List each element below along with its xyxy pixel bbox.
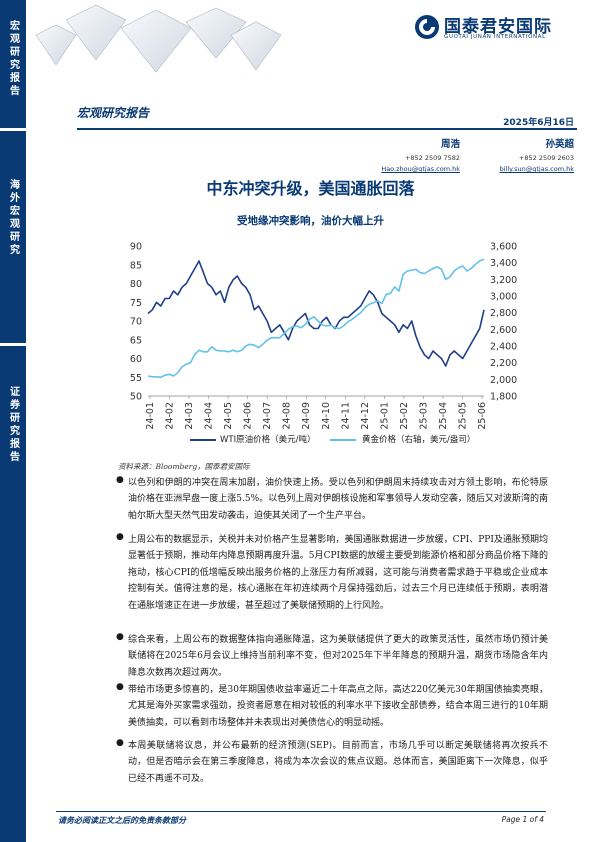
x-tick-label: 24-04 [204,402,215,430]
author-name: 孙英超 [545,139,574,150]
chart-source: 资料来源：Bloomberg，国泰君安国际 [118,462,250,471]
x-tick-label: 24-05 [223,402,234,430]
company-logo: 国泰君安国际 GUOTAI JUNAN INTERNATIONAL [414,12,584,52]
x-tick-label: 24-06 [243,402,254,430]
series-line-wti [147,260,485,367]
y-left-tick-label: 70 [130,317,142,328]
bullet-dot-icon: ● [116,738,124,748]
author-email-link[interactable]: billy.sun@gtjas.com.hk [499,165,574,173]
oil-gold-line-chart: 90 85 80 75 70 65 60 55 50 3,600 3,400 3,200 3,000 2,… [130,242,517,430]
y-right-tick-label: 2,200 [490,358,517,369]
author-name: 周浩 [440,139,460,150]
chart-title: 受地缘冲突影响，油价大幅上升 [237,215,384,227]
bullet-text: 上周公布的数据显示，关税并未对价格产生显著影响，美国通胀数据进一步放缓，CPI、… [128,535,548,611]
sidebar-section-overseas: 海外宏观研究 [0,131,26,343]
x-tick-label: 24-11 [340,402,351,430]
sidebar-section-securities: 证券研究报告 [0,346,26,842]
y-right-tick-label: 3,600 [490,242,517,253]
y-left-tick-label: 60 [130,354,142,365]
footer-disclaimer: 请务必阅读正文之后的免责条款部分 [58,815,186,825]
bullet-item: ● 本周美联储将议息，并公布最新的经济预测(SEP)。目前而言，市场几乎可以断定… [116,738,548,787]
y-left-tick-label: 85 [130,260,142,271]
x-tick-label: 25-01 [379,402,390,430]
logo-mark-icon [415,15,439,39]
y-right-tick-label: 2,400 [490,342,517,353]
x-tick-label: 24-03 [184,402,195,430]
x-tick-label: 24-02 [165,402,176,430]
author-phone: +852 2509 2603 [518,154,574,162]
bullet-dot-icon: ● [116,475,124,485]
bullet-dot-icon: ● [116,682,124,692]
y-right-tick-label: 3,200 [490,275,517,286]
sidebar-section-macro: 宏观研究报告 [0,0,26,128]
bullet-text: 综合来看，上周公布的数据整体指向通胀降温，这为美联储提供了更大的政策灵活性，虽然… [128,635,548,678]
y-right-tick-label: 2,000 [490,375,517,386]
author-2: 孙英超 +852 2509 2603 billy.sun@gtjas.com.h… [474,136,574,173]
x-tick-label: 25-02 [399,402,410,430]
report-type: 宏观研究报告 [77,106,150,120]
y-left-tick-label: 55 [130,373,142,384]
y-left-tick-label: 50 [130,392,142,403]
company-name-en: GUOTAI JUNAN INTERNATIONAL [444,34,546,40]
x-tick-label: 24-07 [262,402,273,430]
y-left-tick-label: 90 [130,242,142,253]
author-1: 周浩 +852 2509 7582 Hao.zhou@gtjas.com.hk [356,136,460,173]
report-title: 中东冲突升级，美国通胀回落 [206,179,415,198]
legend-swatch-wti [190,439,216,441]
bullet-dot-icon: ● [116,532,124,542]
chart-legend: WTI原油价格（美元/吨） 黄金价格（右轴，美元/盎司） [190,433,570,447]
x-tick-label: 25-06 [477,402,488,430]
bullet-item: ● 综合来看，上周公布的数据整体指向通胀降温，这为美联储提供了更大的政策灵活性，… [116,632,548,681]
footer-divider [56,811,546,812]
header-diamond-banner [26,0,286,82]
author-phone: +852 2509 7582 [404,154,460,162]
legend-label-gold: 黄金价格（右轴，美元/盎司） [362,435,476,445]
company-name-cn: 国泰君安国际 [444,17,552,37]
x-tick-label: 25-05 [457,402,468,430]
x-tick-label: 24-12 [360,402,371,430]
x-tick-label: 25-03 [418,402,429,430]
y-left-tick-label: 80 [130,279,142,290]
bullet-item: ● 以色列和伊朗的冲突在周末加剧，油价快速上扬。受以色列和伊朗周末持续攻击对方领… [116,475,548,524]
series-line-gold [147,258,485,379]
x-tick-label: 24-09 [301,402,312,430]
author-email-link[interactable]: Hao.zhou@gtjas.com.hk [381,165,460,173]
x-tick-label: 24-01 [145,402,156,430]
report-date: 2025年6月16日 [503,118,574,128]
bullet-dot-icon: ● [116,632,124,642]
legend-swatch-gold [330,439,356,441]
y-right-tick-label: 3,000 [490,292,517,303]
y-right-tick-label: 1,800 [490,392,517,403]
y-right-tick-label: 2,800 [490,308,517,319]
y-left-tick-label: 75 [130,298,142,309]
legend-label-wti: WTI原油价格（美元/吨） [220,435,316,445]
y-right-tick-label: 3,400 [490,258,517,269]
bullet-text: 带给市场更多惊喜的，是30年期国债收益率逼近二十年高点之际，高达220亿美元30… [128,685,548,728]
bullet-text: 本周美联储将议息，并公布最新的经济预测(SEP)。目前而言，市场几乎可以断定美联… [128,741,548,784]
y-left-tick-label: 65 [130,335,142,346]
x-tick-label: 24-08 [282,402,293,430]
y-right-tick-label: 2,600 [490,325,517,336]
bullet-item: ● 上周公布的数据显示，关税并未对价格产生显著影响，美国通胀数据进一步放缓，CP… [116,532,548,614]
x-tick-label: 24-10 [321,402,332,430]
header-divider [77,128,577,130]
bullet-item: ● 带给市场更多惊喜的，是30年期国债收益率逼近二十年高点之际，高达220亿美元… [116,682,548,731]
x-tick-label: 25-04 [438,402,449,430]
bullet-text: 以色列和伊朗的冲突在周末加剧，油价快速上扬。受以色列和伊朗周末持续攻击对方领土影… [128,478,548,521]
page-number: Page 1 of 4 [501,815,544,824]
